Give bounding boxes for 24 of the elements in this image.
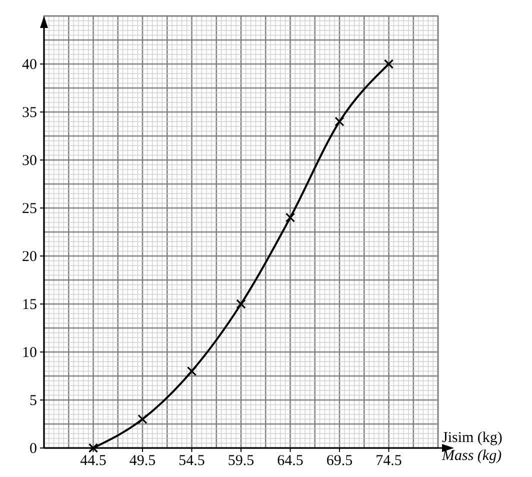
point	[236, 299, 246, 309]
y-tick-label: 15	[22, 297, 37, 313]
x-tick-label: 64.5	[277, 453, 304, 469]
point	[88, 443, 98, 453]
x-tick-label: 54.5	[178, 453, 205, 469]
point	[334, 116, 344, 126]
x-tick-label: 49.5	[129, 453, 156, 469]
x-tick-label: 59.5	[228, 453, 254, 469]
x-tick-label: 44.5	[80, 453, 106, 469]
y-tick-label: 20	[22, 249, 37, 265]
point	[186, 366, 197, 376]
y-tick-label: 10	[22, 345, 37, 361]
x-tick-label: 74.5	[376, 453, 402, 469]
y-tick-label: 25	[22, 201, 37, 217]
x-tick-label: 69.5	[326, 453, 353, 469]
y-tick-label: 35	[22, 105, 37, 121]
y-tick-label: 30	[22, 153, 37, 169]
x-axis-title: Jisim (kg) Mass (kg)	[441, 430, 502, 464]
y-tick-label: 5	[30, 393, 37, 409]
point	[138, 414, 148, 424]
y-tick-label: 40	[22, 57, 37, 73]
point	[384, 59, 394, 69]
y-tick-label: 0	[30, 441, 37, 457]
point	[285, 212, 296, 222]
